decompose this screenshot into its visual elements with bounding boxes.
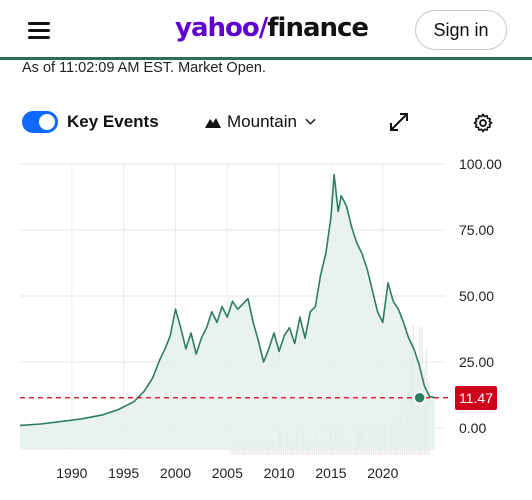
x-tick-label: 2005 (212, 465, 243, 481)
volume-bar (300, 445, 302, 455)
logo-slash: / (258, 13, 268, 43)
menu-bar-top (28, 22, 50, 25)
volume-bar (263, 445, 265, 455)
x-tick-label: 2010 (264, 465, 295, 481)
volume-bar (289, 445, 291, 455)
price-line (19, 173, 435, 427)
current-price-dot (413, 391, 426, 404)
x-tick-label: 2015 (315, 465, 346, 481)
y-tick-label: 0.00 (459, 420, 486, 436)
x-tick-label: 1990 (56, 465, 87, 481)
area-fill (20, 174, 435, 450)
volume-bar (267, 446, 269, 455)
logo-yahoo: yahoo (175, 13, 260, 43)
top-header: yahoo/finance Sign in (0, 0, 532, 60)
key-events-label: Key Events (67, 112, 159, 131)
menu-bar-bottom (28, 36, 50, 39)
volume-bar (276, 448, 278, 455)
market-status-text: As of 11:02:09 AM EST. Market Open. (22, 60, 266, 76)
logo-finance: finance (267, 13, 369, 43)
volume-bar (344, 445, 346, 455)
menu-bar-middle (28, 29, 50, 32)
mountain-icon (205, 118, 221, 128)
current-price-tag: 11.47 (455, 385, 497, 410)
x-tick-label: 2000 (160, 465, 191, 481)
volume-bar (351, 446, 353, 455)
tick-labels: 100.00 75.00 50.00 25.00 0.00 1990 1995 2000 200… (56, 156, 502, 481)
volume-bar (274, 446, 276, 455)
sign-in-button[interactable]: Sign in (415, 10, 507, 50)
volume-bar (313, 445, 315, 455)
key-events-toggle[interactable] (22, 111, 58, 133)
y-tick-label: 75.00 (459, 222, 494, 238)
toggle-knob (39, 114, 55, 130)
volume-bar (353, 447, 355, 455)
area-layer (19, 173, 435, 450)
x-tick-label: 1995 (108, 465, 139, 481)
chart-toolbar: Key Events Mountain (0, 104, 532, 138)
y-tick-label: 25.00 (459, 354, 494, 370)
chevron-down-icon (305, 118, 316, 126)
volume-bar (236, 446, 238, 455)
volume-bar (258, 447, 260, 455)
price-chart[interactable]: 100.00 75.00 50.00 25.00 0.00 1990 1995 2000 200… (0, 150, 532, 500)
gear-icon[interactable] (472, 112, 494, 134)
yahoo-finance-logo[interactable]: yahoo/finance (175, 13, 369, 43)
chart-type-dropdown[interactable]: Mountain (205, 110, 316, 134)
volume-bar (243, 448, 245, 455)
chart-type-label: Mountain (227, 112, 297, 131)
volume-bar (322, 447, 324, 455)
volume-bar (252, 445, 254, 455)
baseline-layer (20, 391, 452, 404)
volume-bar (282, 446, 285, 455)
chart-svg: 100.00 75.00 50.00 25.00 0.00 1990 1995 2000 200… (19, 156, 502, 481)
hamburger-menu-icon[interactable] (22, 16, 56, 46)
y-tick-label: 50.00 (459, 288, 494, 304)
x-tick-label: 2020 (367, 465, 398, 481)
expand-icon[interactable] (389, 112, 409, 132)
volume-bar (234, 447, 236, 455)
y-tick-label: 100.00 (459, 156, 502, 172)
